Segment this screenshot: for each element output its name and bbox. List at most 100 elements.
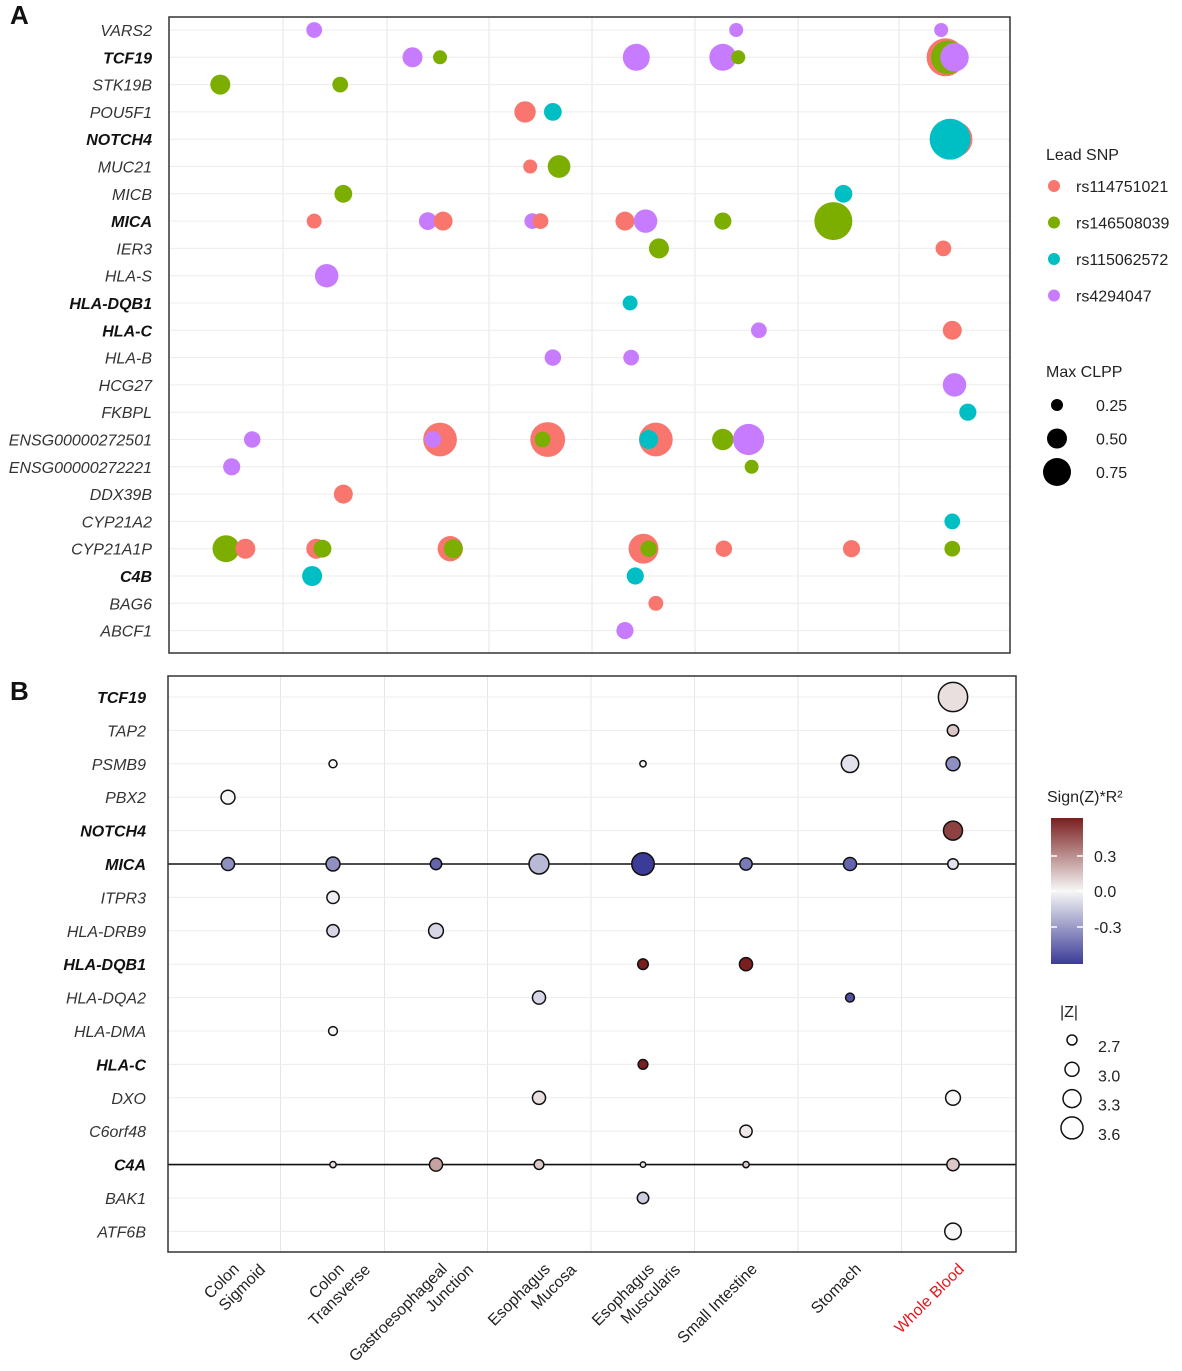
gene-label-a-c4b: C4B <box>120 569 152 586</box>
panel-a-points <box>210 22 977 640</box>
point-a-abcf1-rs4294047 <box>616 622 634 640</box>
point-b-mica <box>528 853 550 875</box>
point-a-mica-rs114751021 <box>532 213 549 229</box>
point-b-bak1 <box>636 1191 650 1205</box>
point-a-pou5f1-rs00bfc4 <box>543 103 562 121</box>
gene-label-a-hla-b: HLA-B <box>105 351 152 368</box>
legend-z-dot <box>1066 1034 1078 1046</box>
point-a-hla-c-rs4294047 <box>750 322 767 339</box>
point-b-tap2 <box>946 723 960 737</box>
point-a-hla-s-rs4294047 <box>314 263 339 288</box>
legend-sign-z-r2: Sign(Z)*R² 0.3 0.0 -0.3 <box>1047 789 1123 964</box>
colorbar-tick-label: 0.0 <box>1094 884 1116 901</box>
point-a-mica-rs4294047 <box>418 212 437 231</box>
gene-label-b-atf6b: ATF6B <box>96 1224 146 1241</box>
point-a-cyp21a1p-rs146508039 <box>640 540 657 557</box>
point-b-mica <box>631 852 655 876</box>
tissue-label-6: Stomach <box>808 1261 865 1318</box>
gene-label-b-hla-c: HLA-C <box>96 1057 146 1074</box>
point-a-hcg27-rs4294047 <box>942 373 967 397</box>
legend-max-clpp: Max CLPP 0.25 0.50 0.75 <box>1043 364 1127 486</box>
point-a-muc21-rs114751021 <box>523 159 538 174</box>
legend-abs-z: |Z| 2.7 3.0 3.3 3.6 <box>1060 1004 1120 1144</box>
point-b-hla-drb9 <box>427 922 445 939</box>
point-a-ensg00000272501-rs115062572 <box>639 430 659 449</box>
point-a-cyp21a1p-rs146508039 <box>313 539 332 558</box>
point-b-c4a <box>533 1159 545 1171</box>
gene-label-a-ier3: IER3 <box>116 241 152 258</box>
point-b-hla-dqb1 <box>636 958 650 971</box>
tissue-label-line: Small Intestine <box>675 1261 761 1347</box>
point-b-hla-dqb1 <box>738 956 754 972</box>
legend-lead-snp-title: Lead SNP <box>1046 147 1119 164</box>
point-a-muc21-rs146508039 <box>547 155 571 178</box>
tissue-label-1: ColonTransverse <box>292 1248 374 1330</box>
gene-label-a-tcf19: TCF19 <box>103 50 152 67</box>
legend-z-label: 2.7 <box>1098 1039 1120 1056</box>
point-b-c4a <box>946 1157 960 1172</box>
point-b-pbx2 <box>220 789 236 805</box>
gene-label-b-hla-dqb1: HLA-DQB1 <box>63 957 146 974</box>
gene-label-b-hla-dqa2: HLA-DQA2 <box>66 991 146 1008</box>
gene-label-b-notch4: NOTCH4 <box>80 824 146 841</box>
gene-label-b-hla-drb9: HLA-DRB9 <box>67 924 146 941</box>
gene-label-b-pbx2: PBX2 <box>105 790 146 807</box>
legend-label-rs115062572: rs115062572 <box>1076 252 1168 269</box>
point-b-psmb9 <box>639 759 647 768</box>
point-b-tcf19 <box>937 681 969 713</box>
point-b-notch4 <box>942 820 964 841</box>
legend-z-dot <box>1060 1116 1084 1140</box>
point-a-cyp21a1p-rs114751021 <box>715 540 733 557</box>
point-b-hla-dma <box>327 1025 339 1037</box>
legend-label-rs4294047: rs4294047 <box>1076 289 1152 306</box>
point-a-mica-rs114751021 <box>306 213 322 229</box>
point-a-mica-rs114751021 <box>433 211 453 231</box>
point-a-notch4-rs115062572 <box>929 118 971 160</box>
gene-label-b-psmb9: PSMB9 <box>92 757 146 774</box>
panel-a-label: A <box>10 0 29 30</box>
legend-clpp-dot <box>1047 428 1067 449</box>
point-b-c4a <box>428 1157 444 1172</box>
point-a-mica-rs4294047 <box>633 209 658 233</box>
point-a-ddx39b-rs114751021 <box>333 484 353 504</box>
legend-swatch-rs114751021 <box>1048 180 1060 192</box>
legend-abs-z-title: |Z| <box>1060 1004 1078 1021</box>
legend-label-rs114751021: rs114751021 <box>1076 179 1168 196</box>
gene-label-a-ensg00000272221: ENSG00000272221 <box>9 460 152 477</box>
point-b-mica <box>739 857 753 871</box>
point-b-psmb9 <box>840 754 860 774</box>
gene-label-a-abcf1: ABCF1 <box>99 624 152 641</box>
point-a-bag6-rs114751021 <box>648 595 664 611</box>
gene-label-a-ensg00000272501: ENSG00000272501 <box>9 433 152 450</box>
legend-swatch-rs4294047 <box>1048 289 1060 302</box>
gene-label-a-hla-c: HLA-C <box>102 323 152 340</box>
point-b-c6orf48 <box>739 1124 753 1139</box>
point-b-hla-drb9 <box>326 923 340 938</box>
gene-label-a-stk19b: STK19B <box>92 78 152 95</box>
gene-label-b-tcf19: TCF19 <box>97 690 146 707</box>
point-a-hla-b-rs4294047 <box>623 349 640 366</box>
legend-swatch-rs115062572 <box>1048 253 1060 265</box>
legend-z-dot <box>1062 1088 1082 1109</box>
point-a-stk19b-rs146508039 <box>332 76 349 93</box>
gene-label-b-tap2: TAP2 <box>107 723 146 740</box>
point-a-c4b-rs115062572 <box>626 567 644 585</box>
tissue-axis-labels: ColonSigmoid ColonTransverseGastroesophag… <box>201 1248 968 1366</box>
point-b-dxo <box>944 1089 962 1106</box>
point-a-hla-b-rs4294047 <box>544 349 562 366</box>
point-b-hla-dqa2 <box>844 992 856 1003</box>
point-b-c4a <box>742 1160 750 1169</box>
panel-a-gene-labels: VARS2 TCF19 STK19B POU5F1 NOTCH4 MUC21 MICB MIC… <box>9 23 153 641</box>
point-b-itpr3 <box>326 890 340 905</box>
panel-a-frame <box>168 16 1011 654</box>
gene-label-a-notch4: NOTCH4 <box>86 132 152 149</box>
gene-label-b-hla-dma: HLA-DMA <box>74 1024 146 1041</box>
point-a-ensg00000272501-rs4294047 <box>732 423 765 456</box>
tissue-label-0: ColonSigmoid <box>201 1248 269 1316</box>
gene-label-a-muc21: MUC21 <box>98 160 152 177</box>
point-a-cyp21a1p-rs114751021 <box>235 538 256 559</box>
point-b-mica <box>946 857 960 871</box>
point-a-micb-rs146508039 <box>334 184 353 203</box>
point-a-micb-rs115062572 <box>834 184 853 203</box>
legend-clpp-label: 0.50 <box>1096 432 1127 449</box>
